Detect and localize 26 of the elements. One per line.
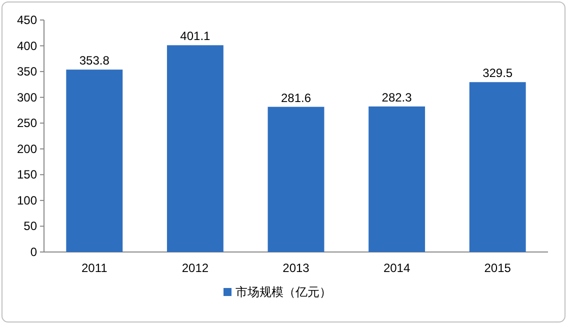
y-tick-label: 50	[24, 219, 38, 234]
data-label: 329.5	[482, 66, 513, 80]
y-tick-label: 300	[16, 90, 38, 104]
y-tick-label: 100	[16, 193, 38, 208]
bar	[469, 82, 526, 252]
y-tick-label: 250	[16, 116, 38, 130]
y-tick-label: 450	[16, 13, 38, 27]
data-label: 401.1	[180, 29, 211, 44]
bar	[268, 106, 324, 252]
x-tick-label: 2013	[282, 261, 310, 275]
legend-label: 市场规模（亿元）	[236, 285, 332, 299]
data-label: 282.3	[382, 90, 412, 104]
x-tick-label: 2011	[81, 261, 108, 275]
y-tick-label: 0	[30, 245, 38, 259]
x-tick-label: 2015	[484, 261, 512, 275]
y-tick-label: 350	[16, 64, 38, 79]
bar	[166, 45, 224, 252]
x-tick-label: 2014	[383, 261, 410, 275]
bar	[66, 70, 123, 252]
y-tick-label: 150	[16, 168, 38, 182]
y-tick-label: 400	[16, 38, 38, 53]
data-label: 281.6	[280, 90, 312, 105]
data-label: 353.8	[79, 54, 110, 68]
x-tick-label: 2012	[182, 261, 209, 275]
bar	[368, 106, 426, 252]
y-tick-label: 200	[16, 142, 38, 156]
